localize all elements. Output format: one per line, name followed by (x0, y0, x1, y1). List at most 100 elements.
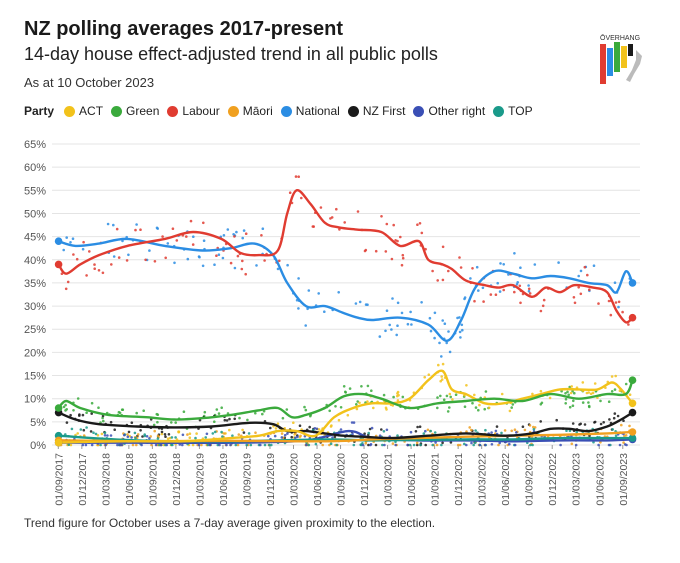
y-tick-label: 35% (24, 278, 46, 290)
poll-dot (607, 400, 611, 404)
poll-dot (112, 223, 115, 227)
x-tick-label: 01/03/2021 (383, 453, 395, 506)
poll-dot (433, 311, 437, 315)
poll-dot (296, 435, 299, 439)
poll-dot (281, 416, 285, 420)
legend-item-national[interactable]: National (280, 104, 340, 118)
poll-dot (241, 428, 244, 432)
legend-dot-nz-first (347, 105, 359, 117)
poll-dot (103, 431, 107, 435)
legend-item-labour[interactable]: Labour (167, 104, 220, 118)
poll-dot (579, 269, 583, 273)
poll-dot (217, 253, 221, 256)
poll-dot (233, 235, 236, 238)
poll-dot (610, 375, 614, 378)
poll-dot (391, 442, 395, 445)
poll-dot (424, 429, 427, 433)
poll-dot (431, 443, 435, 447)
poll-dot (153, 429, 156, 433)
poll-dot (461, 328, 464, 332)
poll-dot (396, 394, 399, 398)
poll-dot (528, 292, 532, 295)
legend-item-nz-first[interactable]: NZ First (347, 104, 405, 118)
y-tick-label: 65% (24, 139, 46, 151)
poll-dot (440, 443, 443, 447)
poll-dot (474, 406, 478, 409)
poll-dot (171, 227, 175, 230)
series-line-green (57, 379, 634, 421)
legend-dot-act (64, 105, 76, 117)
poll-dot (342, 385, 346, 388)
poll-dot (441, 441, 444, 445)
poll-dot (539, 389, 543, 393)
poll-dot (150, 443, 153, 447)
poll-dot (474, 441, 477, 444)
poll-dot (194, 436, 197, 440)
x-tick-label: 01/09/2021 (430, 453, 442, 506)
poll-dot (361, 443, 365, 447)
poll-dot (463, 405, 467, 409)
poll-dot (308, 425, 312, 429)
poll-dot (427, 373, 431, 377)
legend-item-act[interactable]: ACT (64, 104, 103, 118)
poll-dot (400, 311, 404, 315)
poll-dot (123, 433, 126, 437)
poll-dot (484, 390, 488, 393)
poll-dot (186, 257, 190, 261)
poll-dot (508, 442, 511, 446)
poll-dot (617, 300, 621, 304)
poll-dot (521, 425, 525, 429)
poll-dot (113, 428, 116, 432)
poll-dot (195, 432, 198, 435)
poll-dot (356, 400, 360, 403)
poll-dot (360, 385, 363, 388)
poll-dot (599, 422, 603, 426)
poll-dot (82, 428, 86, 432)
legend-item-maori[interactable]: Māori (227, 104, 273, 118)
series-start-act (54, 438, 63, 447)
poll-dot (116, 443, 119, 447)
poll-dot (559, 443, 562, 447)
poll-dot (133, 431, 137, 435)
x-tick-label: 01/03/2019 (194, 453, 206, 506)
poll-dot (215, 254, 218, 257)
poll-dot (401, 256, 405, 260)
poll-dot (568, 385, 571, 389)
logo-bar-2 (607, 48, 613, 76)
poll-dot (186, 433, 189, 436)
poll-dot (494, 429, 498, 433)
poll-dot (384, 250, 388, 253)
poll-dot (458, 256, 461, 259)
poll-dot (409, 430, 413, 434)
poll-dot (454, 393, 458, 397)
poll-dot (280, 432, 284, 435)
poll-dot (304, 408, 308, 412)
poll-dot (380, 215, 383, 218)
poll-dot (245, 443, 248, 447)
poll-dot (426, 428, 430, 432)
poll-dot (621, 310, 624, 314)
poll-dot (515, 283, 519, 286)
poll-dot (358, 401, 361, 405)
poll-dot (307, 289, 311, 292)
poll-dot (555, 418, 558, 422)
legend-item-other-right[interactable]: Other right (413, 104, 485, 118)
poll-dot (352, 443, 356, 447)
poll-dot (222, 234, 226, 237)
poll-dot (460, 323, 464, 327)
poll-dot (396, 301, 400, 305)
poll-dot (570, 442, 574, 446)
poll-dot (211, 432, 215, 435)
poll-dot (578, 423, 581, 426)
poll-dot (255, 264, 258, 267)
poll-dot (473, 299, 476, 303)
poll-dot (431, 269, 434, 273)
poll-dot (616, 414, 620, 418)
legend-item-green[interactable]: Green (111, 104, 159, 118)
poll-dot (401, 395, 405, 399)
poll-dot (478, 403, 481, 407)
poll-dot (304, 324, 308, 327)
y-tick-label: 20% (24, 347, 46, 359)
legend-item-top[interactable]: TOP (493, 104, 533, 118)
chart-area: 0% 5% 10% 15% 20% 25% 30% 35% 40% 45% 50% 55% 60% 65%… (24, 139, 640, 506)
